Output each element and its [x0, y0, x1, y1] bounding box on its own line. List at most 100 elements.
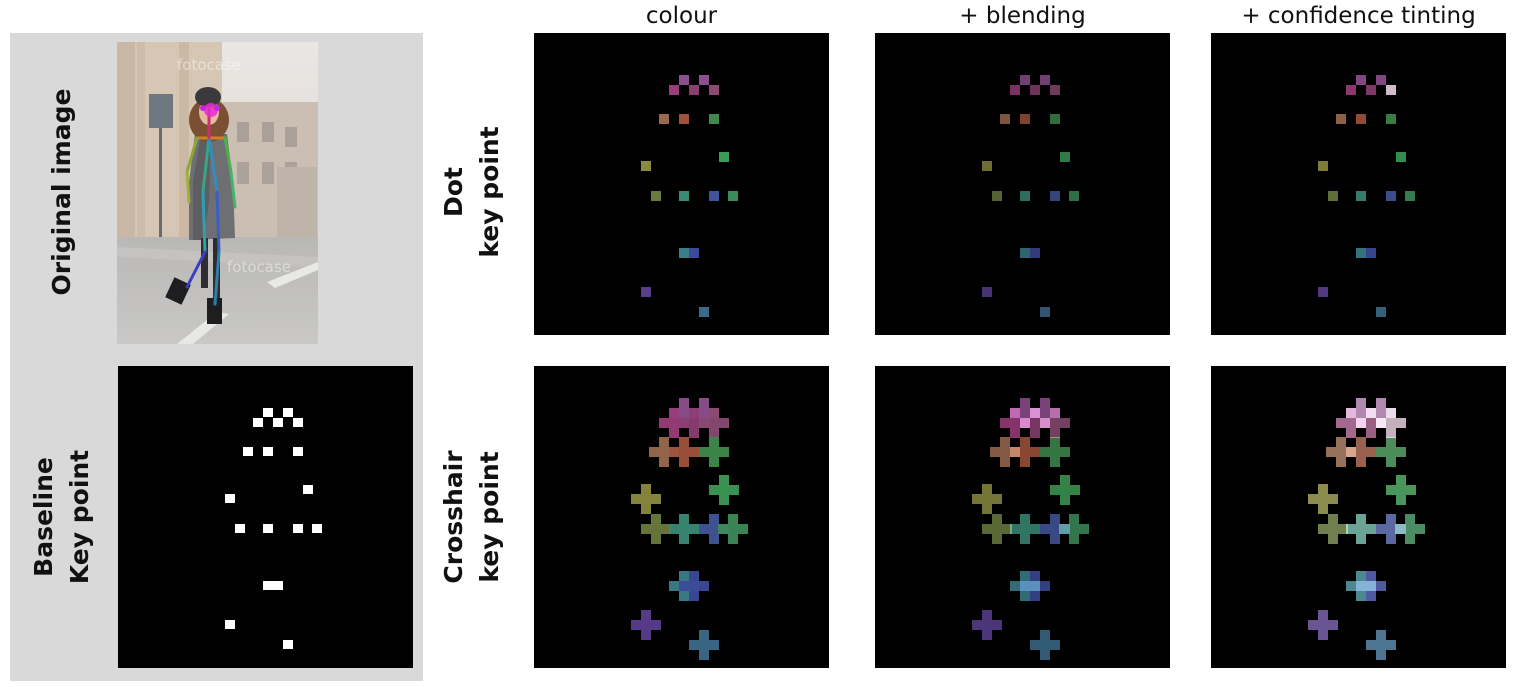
dot-tinting-k17 — [1318, 287, 1328, 297]
dot-tinting-k7 — [1356, 114, 1366, 124]
dot-tinting-k9 — [1318, 161, 1328, 171]
crosshair-colour-k10 — [709, 475, 739, 505]
crosshair-tinting-k10 — [1386, 475, 1416, 505]
crosshair-tinting-k4 — [1356, 408, 1386, 438]
dot-colour-k8 — [709, 114, 719, 124]
dot-colour-k17 — [641, 287, 651, 297]
row-label-baseline: Baseline Key point — [26, 450, 98, 584]
crosshair-colour-k13 — [699, 514, 729, 544]
crosshair-colour-k4 — [679, 408, 709, 438]
crosshair-blending-k11 — [982, 514, 1012, 544]
dot-blending-k5 — [1050, 85, 1060, 95]
crosshair-colour-k12 — [669, 514, 699, 544]
crosshair-tinting-k7 — [1346, 437, 1376, 467]
dot-blending-k9 — [982, 161, 992, 171]
dot-colour-k14 — [728, 191, 738, 201]
baseline-marker-k12 — [263, 524, 273, 533]
baseline-markers — [225, 408, 322, 649]
dot-tinting-k2 — [1376, 75, 1386, 85]
dot-colour-svg — [641, 75, 738, 317]
dot-colour-k1 — [679, 75, 689, 85]
crosshair-colour-svg — [631, 398, 748, 660]
row-label-dot: Dot key point — [436, 126, 508, 257]
baseline-marker-k2 — [283, 408, 293, 417]
dot-tinting-k14 — [1405, 191, 1415, 201]
crosshair-tinting-k8 — [1376, 437, 1406, 467]
crosshair-colour-k3 — [659, 408, 689, 438]
crosshair-colour-k11 — [641, 514, 671, 544]
dot-blending-k12 — [1020, 191, 1030, 201]
dot-colour-k7 — [679, 114, 689, 124]
dot-blending-k1 — [1020, 75, 1030, 85]
dot-colour-k5 — [709, 85, 719, 95]
dot-tinting-k1 — [1356, 75, 1366, 85]
baseline-marker-k16 — [273, 581, 283, 590]
crosshair-tinting-k5 — [1376, 408, 1406, 438]
crosshair-blending-k8 — [1040, 437, 1070, 467]
dot-tinting-markers — [1318, 75, 1415, 317]
dot-tinting-k13 — [1386, 191, 1396, 201]
dot-colour-markers — [641, 75, 738, 317]
crosshair-tinting-k2 — [1366, 398, 1396, 428]
baseline-marker-k9 — [225, 494, 235, 503]
baseline-marker-k14 — [312, 524, 322, 533]
crosshair-colour-k9 — [631, 484, 661, 514]
dot-tinting-k10 — [1396, 152, 1406, 162]
dot-colour-k12 — [679, 191, 689, 201]
crosshair-blending-k12 — [1010, 514, 1040, 544]
baseline-marker-k10 — [303, 485, 313, 494]
dot-blending-k4 — [1030, 85, 1040, 95]
baseline-keypoint-svg — [225, 408, 322, 649]
dot-colour-panel — [534, 33, 829, 335]
row-label-crosshair-line2: key point — [475, 451, 504, 583]
baseline-marker-k17 — [225, 620, 235, 629]
crosshair-colour-k18 — [689, 630, 719, 660]
column-label-confidence-tinting: + confidence tinting — [1241, 3, 1476, 29]
row-label-baseline-line1: Baseline — [29, 457, 58, 577]
column-label-colour: colour — [645, 3, 718, 29]
dot-blending-k15 — [1020, 248, 1030, 258]
baseline-marker-k15 — [263, 581, 273, 590]
dot-tinting-k3 — [1346, 85, 1356, 95]
dot-tinting-panel — [1211, 33, 1506, 335]
dot-blending-k17 — [982, 287, 992, 297]
dot-colour-k15 — [679, 248, 689, 258]
column-label-blending: + blending — [959, 3, 1086, 29]
crosshair-colour-k6 — [649, 437, 679, 467]
crosshair-tinting-k12 — [1346, 514, 1376, 544]
baseline-marker-k11 — [235, 524, 245, 533]
crosshair-blending-markers — [972, 398, 1089, 660]
watermark-bottom: fotocase — [227, 258, 291, 276]
crosshair-tinting-k1 — [1346, 398, 1376, 428]
crosshair-blending-k16 — [1020, 571, 1050, 601]
baseline-marker-k3 — [253, 418, 263, 427]
row-label-dot-line1: Dot — [439, 167, 468, 217]
dot-blending-svg — [982, 75, 1079, 317]
dot-colour-k18 — [699, 307, 709, 317]
row-label-original-text: Original image — [47, 88, 76, 296]
baseline-marker-k18 — [283, 640, 293, 649]
dot-blending-panel — [875, 33, 1170, 335]
crosshair-blending-svg — [972, 398, 1089, 660]
crosshair-colour-markers — [631, 398, 748, 660]
crosshair-tinting-k14 — [1395, 514, 1425, 544]
row-label-crosshair-line1: Crosshair — [439, 450, 468, 584]
crosshair-blending-k4 — [1020, 408, 1050, 438]
dot-colour-k6 — [659, 114, 669, 124]
dot-blending-k3 — [1010, 85, 1020, 95]
baseline-marker-k7 — [263, 447, 273, 456]
crosshair-blending-k17 — [972, 610, 1002, 640]
dot-blending-k6 — [1000, 114, 1010, 124]
crosshair-blending-k13 — [1040, 514, 1070, 544]
dot-tinting-k4 — [1366, 85, 1376, 95]
dot-tinting-svg — [1318, 75, 1415, 317]
row-label-original-image: Original image — [44, 89, 80, 296]
dot-blending-k16 — [1030, 248, 1040, 258]
baseline-marker-k6 — [243, 447, 253, 456]
baseline-marker-k8 — [293, 447, 303, 456]
dot-blending-k8 — [1050, 114, 1060, 124]
baseline-marker-k13 — [293, 524, 303, 533]
dot-colour-k11 — [651, 191, 661, 201]
crosshair-colour-k1 — [669, 398, 699, 428]
crosshair-blending-k2 — [1030, 398, 1060, 428]
